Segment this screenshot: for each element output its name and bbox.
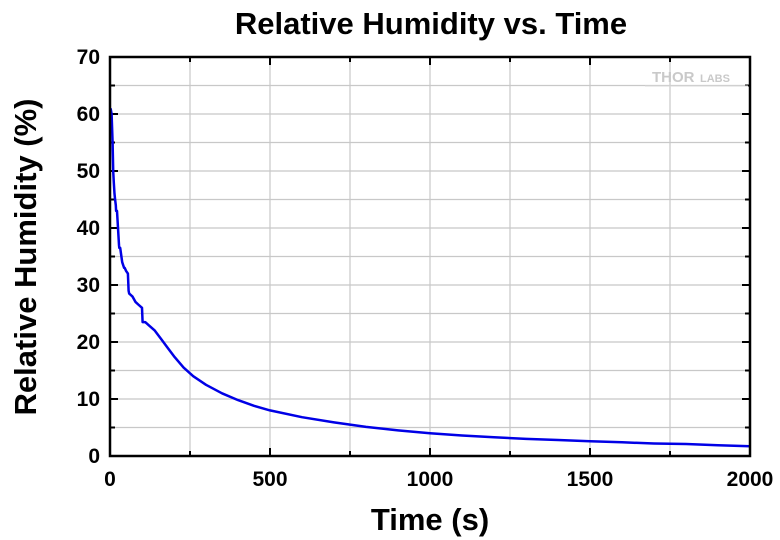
axis-ticks: 0 500 1000 1500 2000 0 10 20 30 40 50 60 70 [77,46,774,491]
x-tick-label: 2000 [727,468,774,491]
y-tick-label: 60 [77,103,100,126]
x-axis-label: Time (s) [371,502,489,537]
x-tick-label: 0 [104,468,116,491]
series-layer [109,108,751,448]
thorlabs-watermark: THOR LABS [645,69,748,87]
y-tick-label: 20 [77,331,100,354]
x-tick-label: 1500 [567,468,614,491]
y-tick-label: 50 [77,160,100,183]
x-tick-label: 1000 [407,468,454,491]
y-axis-label: Relative Humidity (%) [8,99,43,416]
x-tick-label: 500 [252,468,287,491]
y-tick-label: 30 [77,274,100,297]
series-line-0 [109,108,751,448]
y-tick-label: 70 [77,46,100,69]
y-tick-label: 0 [88,445,100,468]
plot-frame [108,55,752,458]
chart-title: Relative Humidity vs. Time [235,6,627,41]
grid [110,57,750,456]
y-tick-label: 10 [77,388,100,411]
y-tick-label: 40 [77,217,100,240]
watermark-brand-main: THOR [652,69,695,86]
watermark-brand-sub: LABS [700,73,730,85]
